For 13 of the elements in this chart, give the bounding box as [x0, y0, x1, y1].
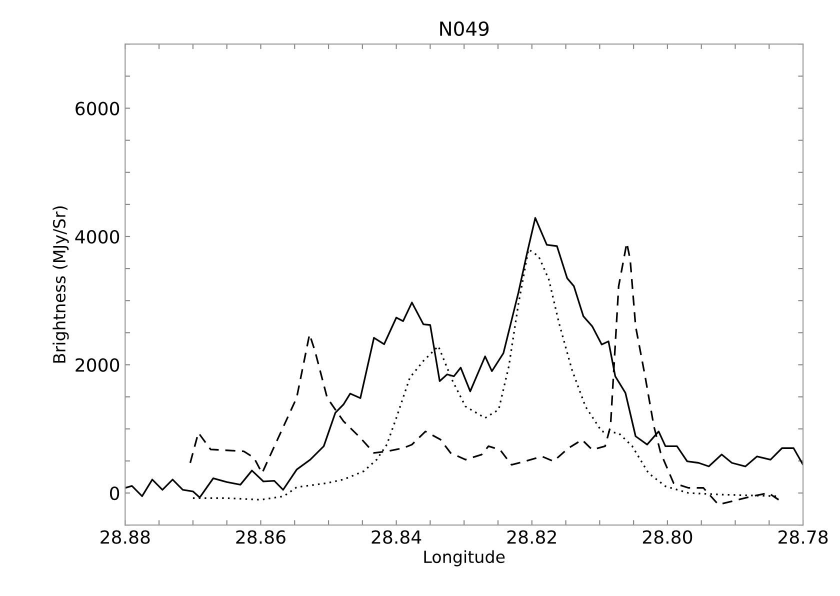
y-tick-label: 2000 [76, 358, 120, 372]
y-axis-title: Brightness (MJy/Sr) [52, 206, 69, 363]
x-tick-label: 28.80 [642, 530, 692, 544]
x-tick-label: 28.82 [507, 530, 556, 544]
y-tick-label: 4000 [75, 230, 120, 244]
x-axis-title: Longitude [424, 550, 505, 566]
x-tick-label: 28.78 [778, 530, 828, 544]
y-tick-label: 6000 [76, 102, 120, 116]
x-tick-label: 28.86 [236, 530, 286, 544]
x-tick-label: 28.84 [372, 530, 422, 544]
chart-title: N049 [440, 21, 489, 36]
x-tick-label: 28.88 [100, 530, 150, 544]
y-tick-label: 0 [110, 486, 120, 500]
